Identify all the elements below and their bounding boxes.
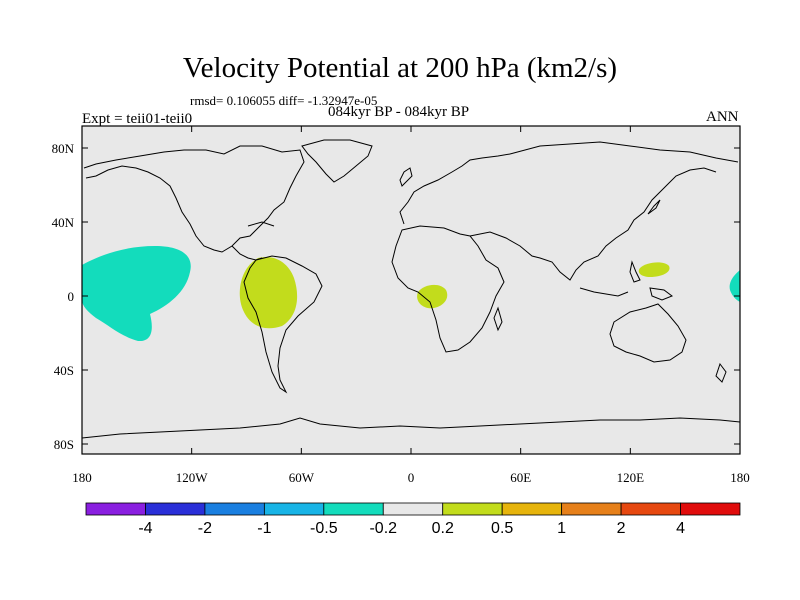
experiment-label: Expt = teii01-teii0 (82, 111, 193, 127)
colorbar-label: 1 (557, 520, 566, 537)
colorbar-swatch (501, 502, 563, 516)
colorbar-label: -0.5 (310, 520, 338, 537)
colorbar-label: 0.2 (432, 520, 454, 537)
map-title: Velocity Potential at 200 hPa (km2/s) (182, 52, 618, 84)
region-south-america-positive (239, 256, 298, 329)
colorbar-swatch (620, 502, 681, 516)
colorbar-swatch (680, 502, 741, 516)
lon-tick-label: 60W (289, 470, 315, 485)
colorbar-label: -4 (138, 520, 152, 537)
lat-tick-label: 80S (54, 437, 74, 452)
region-west-pacific-positive (638, 262, 670, 277)
colorbar-swatch (85, 502, 146, 516)
period-label: 084kyr BP - 084kyr BP (328, 104, 470, 120)
lon-tick-label: 0 (408, 470, 415, 485)
colorbar-label: 0.5 (491, 520, 513, 537)
lat-tick-label: 0 (68, 289, 75, 304)
colorbar-label: 2 (617, 520, 626, 537)
colorbar-swatch (442, 502, 503, 516)
longitude-axis: 180 120W 60W 0 60E 120E 180 (72, 126, 750, 485)
colorbar-swatch (323, 502, 384, 516)
lon-tick-label: 60E (510, 470, 531, 485)
region-africa-positive (417, 284, 448, 309)
colorbar-swatch (204, 502, 265, 516)
latitude-axis: 80N 40N 0 40S 80S (52, 141, 740, 452)
lon-tick-label: 120E (617, 470, 645, 485)
lon-tick-label: 120W (176, 470, 209, 485)
colorbar: -4 -2 -1 -0.5 -0.2 0.2 0.5 1 2 4 (85, 502, 741, 537)
colorbar-label: -1 (257, 520, 271, 537)
coastlines (82, 139, 740, 439)
stats-label: rmsd= 0.106055 diff= -1.32947e-05 (190, 93, 378, 108)
region-central-pacific-negative (82, 246, 191, 342)
colorbar-label: -0.2 (369, 520, 397, 537)
lat-tick-label: 40S (54, 363, 74, 378)
colorbar-swatch (382, 502, 444, 516)
colorbar-label: 4 (676, 520, 685, 537)
lon-tick-label: 180 (730, 470, 750, 485)
lon-tick-label: 180 (72, 470, 92, 485)
colorbar-swatch (263, 502, 325, 516)
lat-tick-label: 80N (52, 141, 75, 156)
colorbar-swatch (145, 502, 206, 516)
colorbar-label: -2 (198, 520, 212, 537)
lat-tick-label: 40N (52, 215, 75, 230)
map-background (82, 126, 740, 454)
colorbar-swatch (561, 502, 622, 516)
season-label: ANN (706, 109, 739, 125)
region-east-edge-negative (729, 270, 740, 302)
